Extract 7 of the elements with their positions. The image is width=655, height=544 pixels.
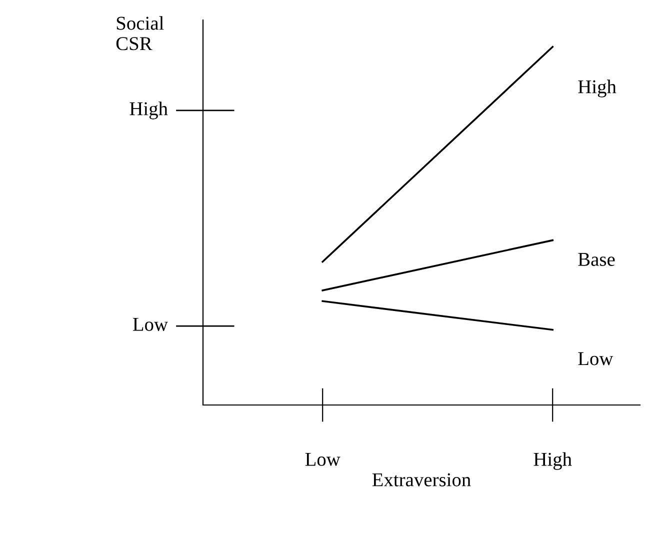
series-label: Low [578,352,614,366]
y-axis-title: Social CSR [116,16,164,50]
text: High [130,102,168,120]
text: Low [132,318,168,331]
x-axis-title: Extraversion [372,473,471,486]
series-label: Base [578,253,615,266]
text: High [578,80,616,98]
